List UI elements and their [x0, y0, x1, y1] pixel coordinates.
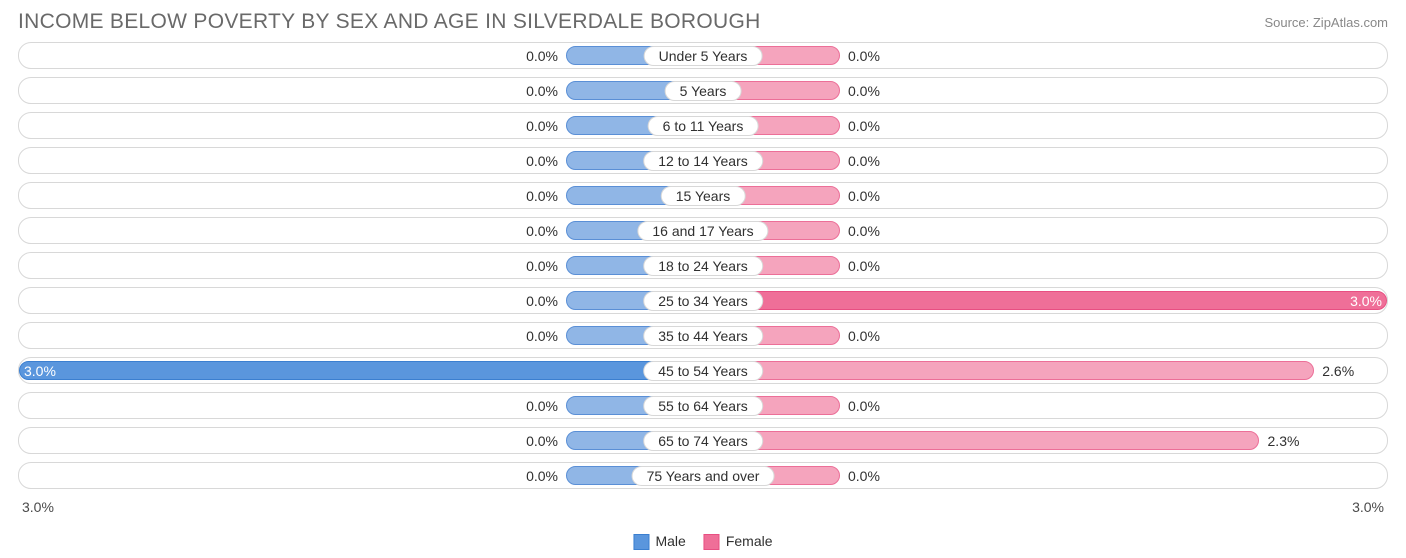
female-value-label: 0.0% — [848, 83, 880, 99]
female-value-label: 0.0% — [848, 48, 880, 64]
female-value-label: 0.0% — [848, 223, 880, 239]
category-label: 18 to 24 Years — [643, 256, 763, 276]
category-label: 25 to 34 Years — [643, 291, 763, 311]
female-value-label: 0.0% — [848, 188, 880, 204]
male-value-label: 0.0% — [526, 223, 558, 239]
female-value-label: 2.6% — [1322, 363, 1354, 379]
male-swatch-icon — [633, 534, 649, 550]
chart-row: 3.0% 0.0% 25 to 34 Years — [18, 287, 1388, 314]
category-label: 16 and 17 Years — [637, 221, 768, 241]
chart-row: 0.0% 0.0% 12 to 14 Years — [18, 147, 1388, 174]
female-swatch-icon — [704, 534, 720, 550]
chart-row: 0.0% 0.0% 18 to 24 Years — [18, 252, 1388, 279]
chart-legend: Male Female — [633, 533, 772, 550]
female-value-label: 0.0% — [848, 468, 880, 484]
male-value-label: 0.0% — [526, 48, 558, 64]
chart-row: 0.0% 0.0% 35 to 44 Years — [18, 322, 1388, 349]
female-value-label: 0.0% — [848, 398, 880, 414]
male-value-label: 0.0% — [526, 468, 558, 484]
female-value-label: 2.3% — [1268, 433, 1300, 449]
male-value-label: 0.0% — [526, 293, 558, 309]
chart-row: 0.0% 2.3% 65 to 74 Years — [18, 427, 1388, 454]
chart-row: 0.0% 0.0% 55 to 64 Years — [18, 392, 1388, 419]
female-bar — [703, 431, 1259, 450]
female-value-label: 0.0% — [848, 258, 880, 274]
chart-row: 0.0% 0.0% 6 to 11 Years — [18, 112, 1388, 139]
chart-row: 0.0% 0.0% Under 5 Years — [18, 42, 1388, 69]
legend-male: Male — [633, 533, 685, 550]
female-value-label: 0.0% — [848, 118, 880, 134]
female-bar — [703, 361, 1314, 380]
male-value-label: 0.0% — [526, 118, 558, 134]
male-value-label: 0.0% — [526, 433, 558, 449]
legend-female-label: Female — [726, 533, 773, 549]
category-label: Under 5 Years — [644, 46, 763, 66]
axis-right-label: 3.0% — [1352, 499, 1384, 515]
female-value-label: 0.0% — [848, 328, 880, 344]
female-value-label: 3.0% — [1350, 293, 1382, 309]
category-label: 5 Years — [665, 81, 742, 101]
chart-row: 0.0% 0.0% 5 Years — [18, 77, 1388, 104]
category-label: 65 to 74 Years — [643, 431, 763, 451]
male-value-label: 3.0% — [24, 363, 56, 379]
category-label: 15 Years — [661, 186, 746, 206]
legend-female: Female — [704, 533, 773, 550]
category-label: 55 to 64 Years — [643, 396, 763, 416]
female-value-label: 0.0% — [848, 153, 880, 169]
category-label: 75 Years and over — [632, 466, 775, 486]
chart-row: 0.0% 0.0% 16 and 17 Years — [18, 217, 1388, 244]
category-label: 6 to 11 Years — [648, 116, 759, 136]
legend-male-label: Male — [655, 533, 685, 549]
chart-row: 0.0% 0.0% 15 Years — [18, 182, 1388, 209]
male-value-label: 0.0% — [526, 153, 558, 169]
male-value-label: 0.0% — [526, 328, 558, 344]
axis-row: 3.0% 3.0% — [18, 497, 1388, 515]
category-label: 12 to 14 Years — [643, 151, 763, 171]
female-bar: 3.0% — [703, 291, 1387, 310]
chart-source: Source: ZipAtlas.com — [1264, 15, 1388, 30]
chart-title: INCOME BELOW POVERTY BY SEX AND AGE IN S… — [18, 10, 761, 34]
axis-left-label: 3.0% — [22, 499, 54, 515]
chart-row: 3.0% 2.6% 45 to 54 Years — [18, 357, 1388, 384]
male-bar: 3.0% — [19, 361, 703, 380]
category-label: 45 to 54 Years — [643, 361, 763, 381]
category-label: 35 to 44 Years — [643, 326, 763, 346]
male-value-label: 0.0% — [526, 398, 558, 414]
chart-area: 0.0%0.0%Under 5 Years0.0%0.0%5 Years0.0%… — [0, 42, 1406, 515]
male-value-label: 0.0% — [526, 258, 558, 274]
chart-row: 0.0% 0.0% 75 Years and over — [18, 462, 1388, 489]
male-value-label: 0.0% — [526, 188, 558, 204]
chart-header: INCOME BELOW POVERTY BY SEX AND AGE IN S… — [0, 0, 1406, 42]
male-value-label: 0.0% — [526, 83, 558, 99]
